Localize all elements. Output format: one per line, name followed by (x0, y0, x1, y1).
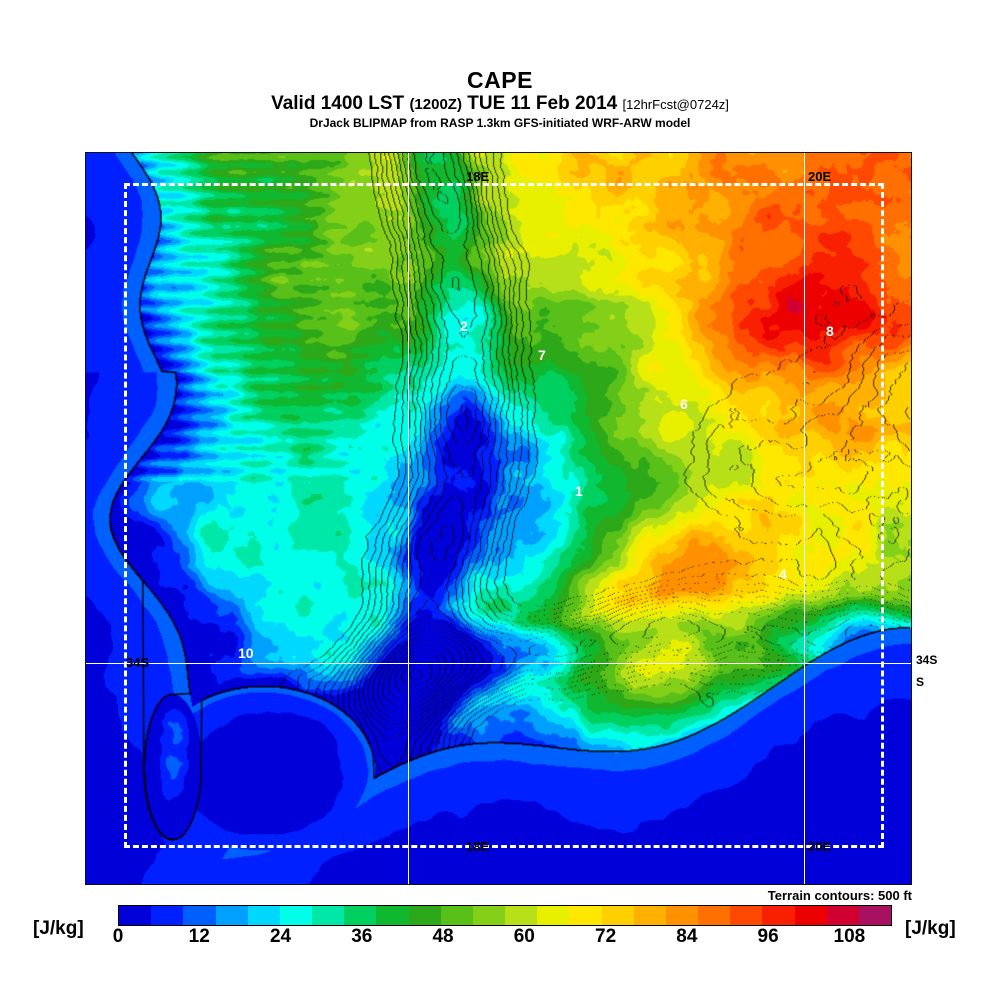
valid-date: TUE 11 Feb 2014 (467, 93, 618, 115)
colorbar-tick-0: 0 (112, 926, 124, 947)
valid-time-subtitle: Valid 1400 LST (1200Z) TUE 11 Feb 2014 [… (0, 94, 1000, 114)
colorbar: [J/kg] [J/kg] 0 12 24 36 48 60 72 84 96 108 (0, 905, 1000, 965)
colorbar-swatch-7 (344, 906, 377, 925)
colorbar-swatch-11 (472, 906, 506, 925)
edge-label-lat-34s-right: 34S (916, 653, 938, 667)
valid-time-prefix: Valid 1400 LST (271, 93, 405, 115)
colorbar-swatch-13 (537, 906, 570, 925)
colorbar-units-right: [J/kg] (905, 918, 956, 939)
colorbar-swatch-12 (505, 906, 538, 925)
model-credit-line: DrJack BLIPMAP from RASP 1.3km GFS-initi… (309, 116, 691, 131)
valid-time-utc: (1200Z) (409, 96, 462, 114)
colorbar-tick-84: 84 (676, 926, 698, 947)
colorbar-swatch-21 (794, 906, 827, 925)
colorbar-tick-108: 108 (833, 926, 866, 947)
colorbar-tick-72: 72 (595, 926, 617, 947)
colorbar-swatch-20 (762, 906, 795, 925)
colorbar-swatch-9 (408, 906, 441, 925)
colorbar-swatch-3 (215, 906, 248, 925)
colorbar-swatch-10 (440, 906, 473, 925)
page-title: CAPE (467, 67, 533, 93)
colorbar-tick-60: 60 (513, 926, 535, 947)
colorbar-swatch-23 (858, 906, 892, 925)
cape-heatmap-canvas (86, 153, 911, 884)
colorbar-swatch-15 (601, 906, 634, 925)
colorbar-tick-36: 36 (351, 926, 373, 947)
colorbar-swatch-17 (665, 906, 699, 925)
colorbar-swatches (118, 905, 892, 926)
forecast-tag: [12hrFcst@0724z] (622, 97, 729, 113)
colorbar-swatch-5 (279, 906, 313, 925)
colorbar-swatch-22 (826, 906, 859, 925)
edge-label-lat-s-right: S (916, 675, 925, 689)
colorbar-swatch-14 (569, 906, 602, 925)
terrain-contour-note: Terrain contours: 500 ft (767, 888, 912, 903)
colorbar-swatch-1 (151, 906, 184, 925)
colorbar-swatch-0 (119, 906, 152, 925)
colorbar-tick-24: 24 (269, 926, 292, 947)
colorbar-ticks: 0 12 24 36 48 60 72 84 96 108 (113, 926, 890, 954)
colorbar-swatch-19 (730, 906, 763, 925)
colorbar-tick-48: 48 (432, 926, 454, 947)
colorbar-units-left: [J/kg] (33, 918, 84, 939)
colorbar-swatch-18 (698, 906, 731, 925)
colorbar-tick-12: 12 (188, 926, 210, 947)
colorbar-swatch-4 (247, 906, 280, 925)
title-block: CAPE Valid 1400 LST (1200Z) TUE 11 Feb 2… (0, 68, 1000, 130)
colorbar-swatch-16 (633, 906, 666, 925)
colorbar-swatch-8 (376, 906, 409, 925)
colorbar-swatch-2 (183, 906, 216, 925)
map-plot-area[interactable]: 18E 20E 18E 20E 34S 2 7 8 6 1 4 10 (85, 152, 912, 885)
colorbar-tick-96: 96 (757, 926, 779, 947)
colorbar-swatch-6 (312, 906, 345, 925)
